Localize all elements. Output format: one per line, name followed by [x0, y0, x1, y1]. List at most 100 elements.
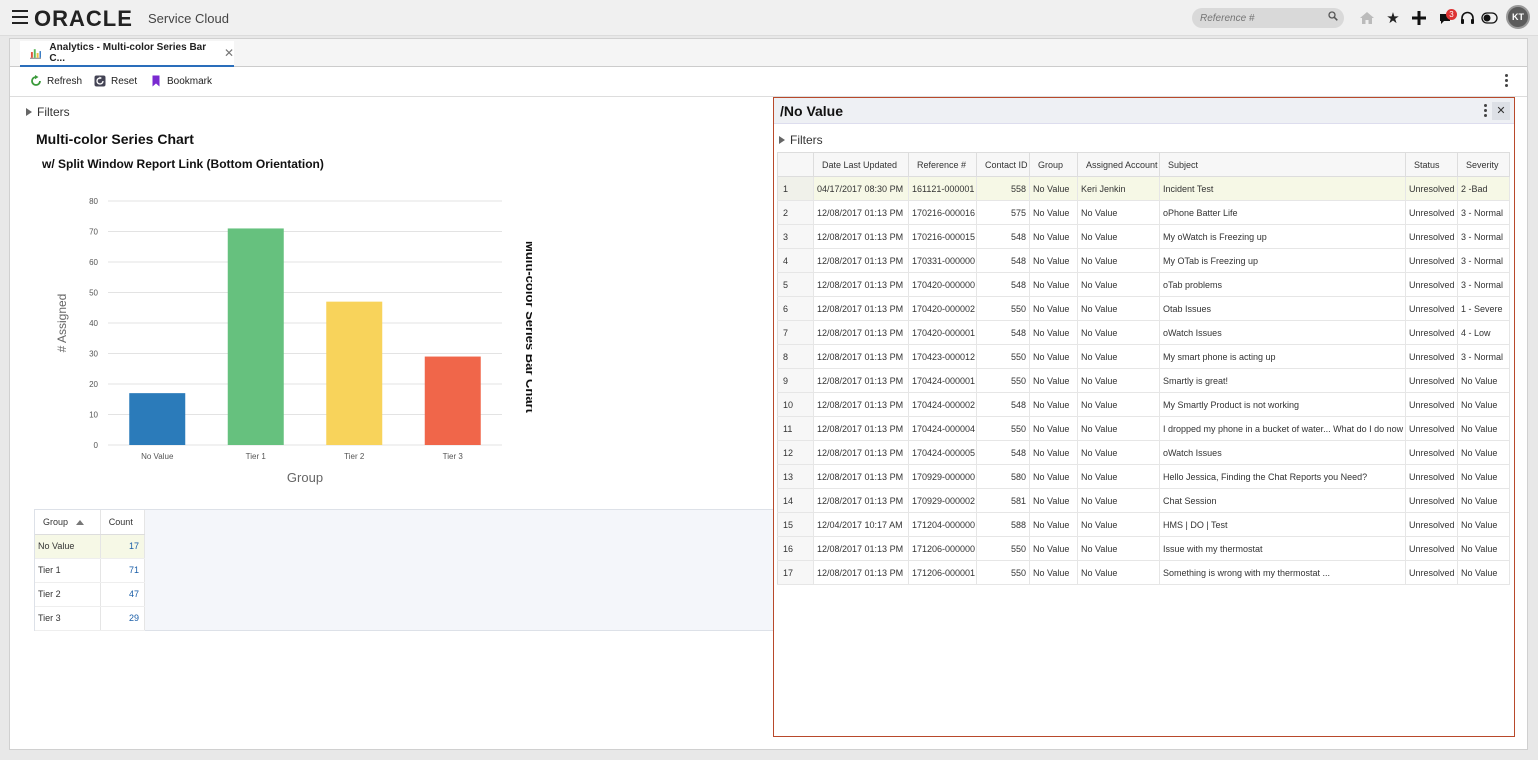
column-header[interactable]: Subject — [1159, 152, 1406, 177]
table-row[interactable]: No Value 17 — [35, 534, 146, 559]
table-row[interactable]: 9 12/08/2017 01:13 PM 170424-000001 550 No V… — [777, 368, 1510, 393]
table-row[interactable]: 14 12/08/2017 01:13 PM 170929-000002 581 No … — [777, 488, 1510, 513]
table-cell: I dropped my phone in a bucket of water.… — [1159, 416, 1406, 441]
column-header[interactable]: Date Last Updated — [813, 152, 909, 177]
more-options-icon[interactable] — [1505, 74, 1509, 88]
table-cell: No Value — [1029, 344, 1078, 369]
table-cell: Chat Session — [1159, 488, 1406, 513]
table-row[interactable]: 8 12/08/2017 01:13 PM 170423-000012 550 No V… — [777, 344, 1510, 369]
table-row[interactable]: 12 12/08/2017 01:13 PM 170424-000005 548 No … — [777, 440, 1510, 465]
column-header[interactable]: Group — [1029, 152, 1078, 177]
y-tick-label: 80 — [89, 197, 98, 206]
table-cell: 170331-000000 — [908, 248, 977, 273]
search-icon[interactable] — [1328, 11, 1338, 21]
count-cell[interactable]: 29 — [100, 606, 146, 631]
avatar[interactable]: KT — [1506, 5, 1530, 29]
table-row[interactable]: 10 12/08/2017 01:13 PM 170424-000002 548 No … — [777, 392, 1510, 417]
panel-options-icon[interactable] — [1484, 104, 1488, 118]
table-row[interactable]: Tier 1 71 — [35, 558, 146, 583]
table-row[interactable]: 4 12/08/2017 01:13 PM 170331-000000 548 No V… — [777, 248, 1510, 273]
tab-analytics[interactable]: Analytics - Multi-color Series Bar C... … — [20, 41, 234, 67]
table-row[interactable]: 15 12/04/2017 10:17 AM 171204-000000 588 No … — [777, 512, 1510, 537]
close-icon[interactable]: ✕ — [1492, 102, 1510, 120]
refresh-button[interactable]: Refresh — [30, 75, 82, 87]
toggle-icon[interactable] — [1480, 9, 1498, 27]
table-row[interactable]: 13 12/08/2017 01:13 PM 170929-000000 580 No … — [777, 464, 1510, 489]
x-tick-label: Tier 3 — [443, 452, 464, 461]
table-cell: 1 - Severe — [1457, 296, 1510, 321]
column-header[interactable]: Severity — [1457, 152, 1510, 177]
table-cell: 170216-000015 — [908, 224, 977, 249]
reset-button[interactable]: Reset — [94, 75, 137, 87]
table-cell: No Value — [1029, 272, 1078, 297]
count-table: Group Count No Value 17 Tier 1 71 Tier 2 47 Ti… — [35, 510, 146, 631]
table-row[interactable]: 11 12/08/2017 01:13 PM 170424-000004 550 No … — [777, 416, 1510, 441]
column-header-group[interactable]: Group — [35, 510, 101, 535]
table-cell: Unresolved — [1405, 560, 1458, 585]
table-row[interactable]: 5 12/08/2017 01:13 PM 170420-000000 548 No V… — [777, 272, 1510, 297]
table-row[interactable]: 2 12/08/2017 01:13 PM 170216-000016 575 No V… — [777, 200, 1510, 225]
table-row[interactable]: 3 12/08/2017 01:13 PM 170216-000015 548 No V… — [777, 224, 1510, 249]
table-cell: 12/08/2017 01:13 PM — [813, 368, 909, 393]
bar-tier-1[interactable] — [227, 228, 284, 445]
table-cell: No Value — [1077, 392, 1160, 417]
group-cell: Tier 1 — [35, 558, 101, 583]
bar-no-value[interactable] — [129, 393, 186, 445]
table-row[interactable]: Tier 2 47 — [35, 582, 146, 607]
sort-ascending-icon — [76, 519, 85, 525]
count-cell[interactable]: 17 — [100, 534, 146, 559]
table-cell: No Value — [1077, 272, 1160, 297]
table-cell: No Value — [1077, 200, 1160, 225]
group-cell: No Value — [35, 534, 101, 559]
table-cell: Unresolved — [1405, 368, 1458, 393]
row-number: 7 — [777, 320, 814, 345]
column-header[interactable]: Contact ID — [976, 152, 1030, 177]
menu-icon[interactable] — [12, 10, 28, 24]
bar-tier-2[interactable] — [326, 301, 383, 445]
table-row[interactable]: 6 12/08/2017 01:13 PM 170420-000002 550 No V… — [777, 296, 1510, 321]
column-header[interactable]: Reference # — [908, 152, 977, 177]
count-cell[interactable]: 47 — [100, 582, 146, 607]
bookmark-button[interactable]: Bookmark — [150, 75, 212, 87]
y-tick-label: 60 — [89, 258, 98, 267]
filters-toggle[interactable]: Filters — [26, 105, 70, 119]
column-header[interactable]: Assigned Account — [1077, 152, 1160, 177]
table-cell: 12/08/2017 01:13 PM — [813, 296, 909, 321]
table-cell: Keri Jenkin — [1077, 176, 1160, 201]
table-cell: 550 — [976, 560, 1030, 585]
table-cell: 12/08/2017 01:13 PM — [813, 272, 909, 297]
table-row[interactable]: 1 04/17/2017 08:30 PM 161121-000001 558 No V… — [777, 176, 1510, 201]
count-cell[interactable]: 71 — [100, 558, 146, 583]
plus-icon[interactable] — [1410, 9, 1428, 27]
table-cell: 170929-000002 — [908, 488, 977, 513]
bar-tier-3[interactable] — [424, 356, 481, 445]
table-cell: 12/08/2017 01:13 PM — [813, 320, 909, 345]
table-row[interactable]: 17 12/08/2017 01:13 PM 171206-000001 550 No … — [777, 560, 1510, 585]
row-number: 12 — [777, 440, 814, 465]
headset-icon[interactable] — [1458, 9, 1476, 27]
column-header[interactable]: Status — [1405, 152, 1458, 177]
table-cell: 588 — [976, 512, 1030, 537]
table-cell: Unresolved — [1405, 440, 1458, 465]
y-tick-label: 30 — [89, 350, 98, 359]
table-cell: No Value — [1457, 512, 1510, 537]
table-cell: No Value — [1457, 392, 1510, 417]
table-cell: Issue with my thermostat — [1159, 536, 1406, 561]
table-row[interactable]: Tier 3 29 — [35, 606, 146, 631]
table-row[interactable]: 16 12/08/2017 01:13 PM 171206-000000 550 No … — [777, 536, 1510, 561]
star-icon[interactable]: ★ — [1386, 10, 1400, 27]
row-number: 13 — [777, 464, 814, 489]
home-icon[interactable] — [1358, 9, 1376, 27]
filters-toggle[interactable]: Filters — [779, 133, 823, 147]
column-header-count[interactable]: Count — [100, 510, 146, 535]
table-cell: 581 — [976, 488, 1030, 513]
row-number: 9 — [777, 368, 814, 393]
table-cell: No Value — [1077, 464, 1160, 489]
close-icon[interactable]: ✕ — [223, 46, 234, 60]
product-name: Service Cloud — [148, 11, 229, 26]
x-tick-label: Tier 1 — [246, 452, 267, 461]
reference-search-input[interactable] — [1192, 8, 1344, 28]
table-cell: Unresolved — [1405, 488, 1458, 513]
table-row[interactable]: 7 12/08/2017 01:13 PM 170420-000001 548 No V… — [777, 320, 1510, 345]
report-subtitle: w/ Split Window Report Link (Bottom Orie… — [42, 157, 324, 171]
